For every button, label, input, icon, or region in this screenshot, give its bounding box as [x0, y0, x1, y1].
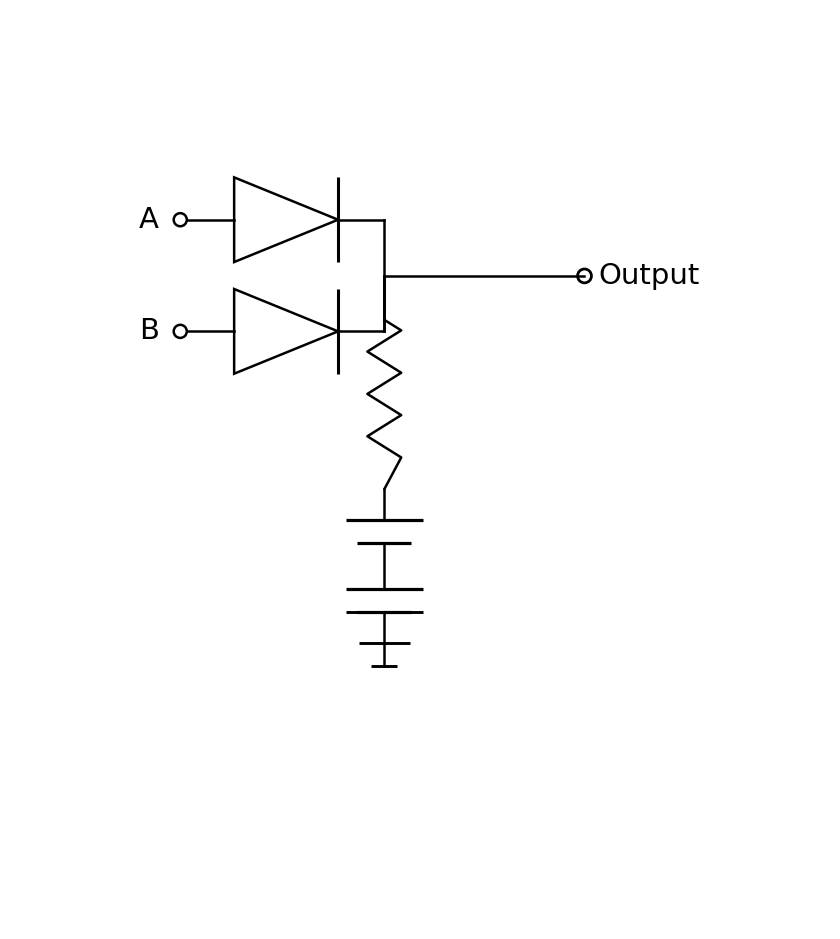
- Text: B: B: [139, 317, 159, 346]
- Text: Output: Output: [598, 262, 700, 290]
- Text: A: A: [139, 206, 159, 234]
